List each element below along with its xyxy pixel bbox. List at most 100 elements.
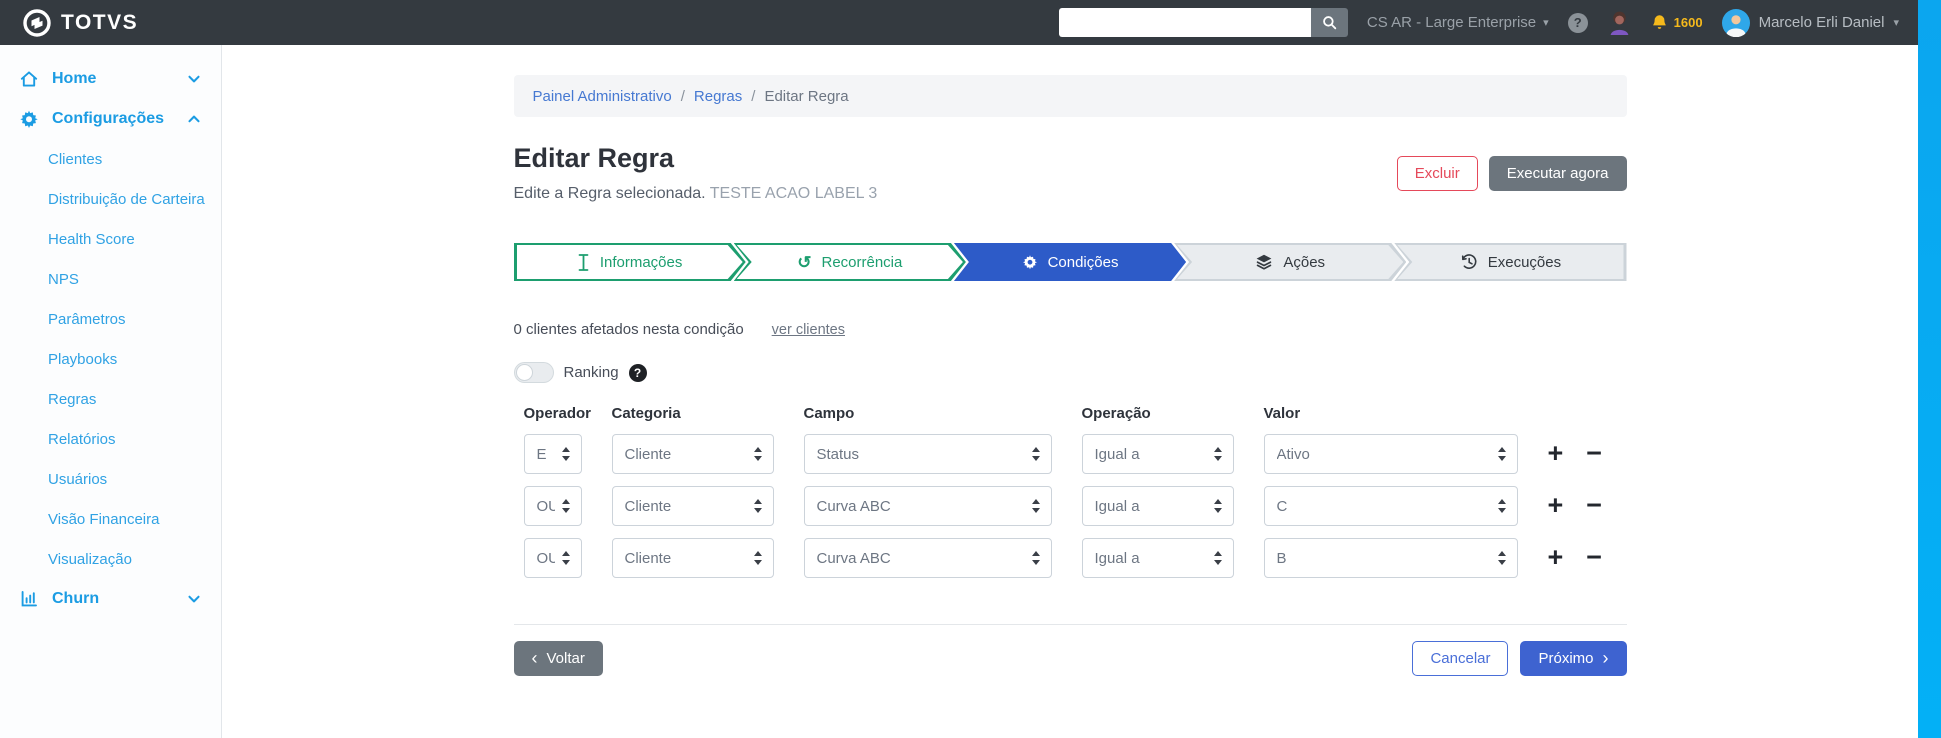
global-search bbox=[1058, 8, 1348, 37]
search-input[interactable] bbox=[1058, 8, 1311, 37]
category-select-row-3[interactable]: Cliente bbox=[611, 538, 774, 578]
main-content: Painel Administrativo / Regras / Editar … bbox=[222, 45, 1918, 738]
sidebar: Home Configurações Clientes Distribuição… bbox=[0, 45, 222, 738]
tab-informacoes[interactable]: Informações bbox=[514, 243, 746, 281]
remove-condition-button[interactable]: − bbox=[1586, 542, 1603, 573]
subtitle-text: Edite a Regra selecionada. bbox=[513, 185, 706, 202]
delete-button[interactable]: Excluir bbox=[1396, 155, 1478, 191]
back-label: Voltar bbox=[546, 650, 585, 667]
caret-down-icon: ▾ bbox=[1543, 17, 1549, 29]
view-clients-link[interactable]: ver clientes bbox=[771, 321, 845, 338]
user-avatar bbox=[1721, 8, 1750, 37]
tab-acoes[interactable]: Ações bbox=[1174, 243, 1406, 281]
search-icon bbox=[1322, 15, 1337, 30]
add-condition-button[interactable]: + bbox=[1547, 438, 1564, 469]
tab-recorrencia[interactable]: ↺ Recorrência bbox=[734, 243, 966, 281]
affected-clients-text: 0 clientes afetados nesta condição bbox=[513, 321, 744, 338]
value-select-row-2[interactable]: C bbox=[1263, 486, 1518, 526]
value-select-row-3[interactable]: B bbox=[1263, 538, 1518, 578]
category-select-row-2[interactable]: Cliente bbox=[611, 486, 774, 526]
user-name: Marcelo Erli Daniel bbox=[1758, 14, 1885, 31]
sidebar-item-label: Configurações bbox=[52, 110, 165, 127]
operation-select-row-3[interactable]: Igual a bbox=[1081, 538, 1234, 578]
breadcrumb-separator: / bbox=[751, 87, 756, 105]
sidebar-item-health-score[interactable]: Health Score bbox=[0, 219, 221, 259]
divider bbox=[513, 624, 1627, 625]
field-select-row-2[interactable]: Curva ABC bbox=[803, 486, 1052, 526]
sidebar-item-nps[interactable]: NPS bbox=[0, 259, 221, 299]
bell-icon bbox=[1651, 14, 1668, 31]
add-condition-button[interactable]: + bbox=[1547, 542, 1564, 573]
top-bar: TOTVS CS AR - Large Enterprise ▾ ? bbox=[0, 0, 1941, 45]
next-button[interactable]: Próximo › bbox=[1520, 641, 1627, 676]
conditions-grid: Operador Categoria Campo Operação Valor … bbox=[523, 405, 1627, 578]
question-icon: ? bbox=[1573, 15, 1582, 30]
wizard-steps: Informações ↺ Recorrência bbox=[514, 243, 1627, 281]
secondary-avatar[interactable] bbox=[1607, 10, 1632, 35]
sidebar-item-home[interactable]: Home bbox=[0, 59, 221, 99]
sidebar-sub-label: NPS bbox=[48, 270, 79, 288]
totvs-brand[interactable]: TOTVS bbox=[22, 8, 138, 38]
chevron-up-icon bbox=[187, 112, 201, 126]
footer-actions: ‹ Voltar Cancelar Próximo › bbox=[513, 641, 1627, 676]
home-icon bbox=[19, 69, 39, 89]
sidebar-item-playbooks[interactable]: Playbooks bbox=[0, 339, 221, 379]
tab-condicoes[interactable]: Condições bbox=[954, 243, 1186, 281]
ibeam-info-icon bbox=[577, 253, 590, 272]
sidebar-item-distribuicao-de-carteira[interactable]: Distribuição de Carteira bbox=[0, 179, 221, 219]
column-header-operador: Operador bbox=[523, 405, 592, 422]
sidebar-item-visualizacao[interactable]: Visualização bbox=[0, 539, 221, 579]
operation-select-row-1[interactable]: Igual a bbox=[1081, 434, 1234, 474]
tab-execucoes[interactable]: Execuções bbox=[1394, 243, 1627, 281]
notifications-button[interactable]: 1600 bbox=[1651, 14, 1703, 31]
back-button[interactable]: ‹ Voltar bbox=[513, 641, 603, 676]
search-button[interactable] bbox=[1310, 8, 1348, 37]
sidebar-item-parametros[interactable]: Parâmetros bbox=[0, 299, 221, 339]
operation-select-row-2[interactable]: Igual a bbox=[1081, 486, 1234, 526]
sidebar-item-regras[interactable]: Regras bbox=[0, 379, 221, 419]
step-label: Condições bbox=[1047, 253, 1119, 271]
breadcrumb-link-regras[interactable]: Regras bbox=[693, 87, 743, 105]
value-select-row-1[interactable]: Ativo bbox=[1263, 434, 1518, 474]
field-select-row-3[interactable]: Curva ABC bbox=[803, 538, 1052, 578]
sidebar-item-relatorios[interactable]: Relatórios bbox=[0, 419, 221, 459]
sidebar-sub-label: Clientes bbox=[48, 150, 103, 168]
sidebar-sub-label: Usuários bbox=[48, 470, 108, 488]
field-select-row-1[interactable]: Status bbox=[803, 434, 1052, 474]
ranking-help-button[interactable]: ? bbox=[628, 363, 647, 382]
sidebar-sub-label: Regras bbox=[48, 390, 97, 408]
rule-name: TESTE ACAO LABEL 3 bbox=[709, 185, 878, 202]
remove-condition-button[interactable]: − bbox=[1586, 438, 1603, 469]
sidebar-sub-label: Distribuição de Carteira bbox=[48, 190, 205, 208]
sidebar-item-churn[interactable]: Churn bbox=[0, 579, 221, 619]
chevron-down-icon bbox=[187, 72, 201, 86]
bar-chart-icon bbox=[19, 589, 39, 609]
breadcrumb-separator: / bbox=[680, 87, 685, 105]
add-condition-button[interactable]: + bbox=[1547, 490, 1564, 521]
cancel-button[interactable]: Cancelar bbox=[1412, 641, 1509, 676]
sidebar-item-configuracoes[interactable]: Configurações bbox=[0, 99, 221, 139]
remove-condition-button[interactable]: − bbox=[1586, 490, 1603, 521]
sidebar-item-clientes[interactable]: Clientes bbox=[0, 139, 221, 179]
sidebar-item-usuarios[interactable]: Usuários bbox=[0, 459, 221, 499]
breadcrumb: Painel Administrativo / Regras / Editar … bbox=[513, 75, 1627, 117]
scrollbar[interactable] bbox=[1918, 0, 1941, 738]
sidebar-item-visao-financeira[interactable]: Visão Financeira bbox=[0, 499, 221, 539]
ranking-toggle[interactable] bbox=[513, 362, 554, 383]
operator-select-row-3[interactable]: OU bbox=[523, 538, 582, 578]
column-header-operacao: Operação bbox=[1081, 405, 1151, 422]
operator-select-row-1[interactable]: E bbox=[523, 434, 582, 474]
chevron-down-icon bbox=[187, 592, 201, 606]
help-button[interactable]: ? bbox=[1567, 12, 1588, 33]
category-select-row-1[interactable]: Cliente bbox=[611, 434, 774, 474]
gear-icon bbox=[1022, 254, 1038, 270]
execute-now-button[interactable]: Executar agora bbox=[1488, 155, 1627, 191]
workspace-label: CS AR - Large Enterprise bbox=[1366, 14, 1537, 31]
workspace-selector[interactable]: CS AR - Large Enterprise ▾ bbox=[1367, 14, 1549, 31]
column-header-campo: Campo bbox=[803, 405, 855, 422]
chevron-left-icon: ‹ bbox=[531, 648, 538, 669]
user-menu[interactable]: Marcelo Erli Daniel ▾ bbox=[1721, 8, 1899, 37]
breadcrumb-link-painel-administrativo[interactable]: Painel Administrativo bbox=[532, 87, 672, 105]
step-label: Execuções bbox=[1487, 253, 1562, 271]
operator-select-row-2[interactable]: OU bbox=[523, 486, 582, 526]
